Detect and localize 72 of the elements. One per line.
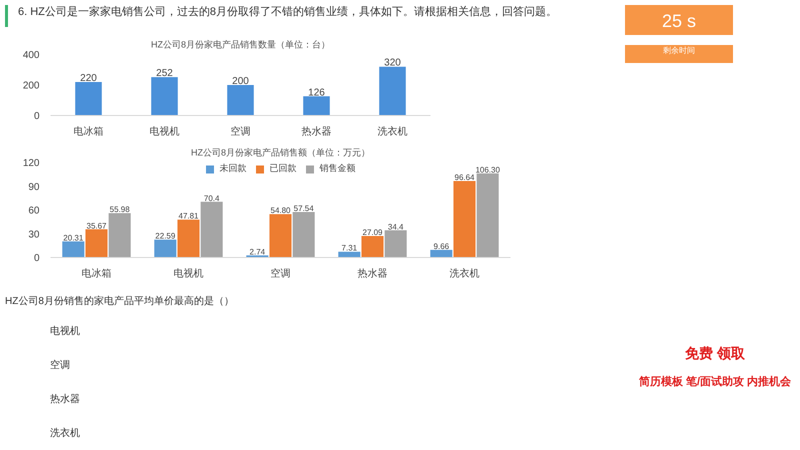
- data-label: 35.67: [86, 221, 108, 230]
- y-tick-label: 200: [22, 80, 40, 92]
- text: HZ公司8月份销售的家电产品平均单价最高的是（）: [5, 295, 234, 309]
- bar: [75, 82, 102, 116]
- bar: [476, 173, 499, 258]
- text: 剩余时间: [663, 45, 695, 56]
- legend-label: 销售金额: [320, 162, 356, 175]
- text: 电视机: [50, 325, 80, 339]
- chart-title: HZ公司8月份家电产品销售额（单位：万元）: [191, 148, 370, 158]
- text: 简历模板 笔/面试助攻 内推机会: [638, 375, 792, 390]
- data-label: 96.64: [454, 172, 476, 182]
- y-tick-label: 30: [28, 229, 40, 240]
- text: 空调: [50, 359, 70, 373]
- data-label: 57.54: [294, 204, 314, 213]
- bar: [384, 230, 407, 258]
- y-tick-label: 0: [34, 111, 40, 122]
- data-label: 200: [232, 76, 250, 87]
- bar: [453, 180, 476, 258]
- text: 热水器: [50, 393, 80, 407]
- y-tick-label: 120: [22, 158, 40, 169]
- x-tick-label: 电视机: [150, 126, 180, 138]
- x-tick-label: 空调: [270, 268, 290, 280]
- bar: [379, 66, 406, 116]
- data-label: 320: [384, 58, 402, 69]
- legend-label: 已回款: [270, 162, 296, 175]
- bar: [269, 214, 292, 258]
- data-label: 27.09: [362, 228, 384, 238]
- x-tick-label: 电视机: [174, 268, 204, 280]
- x-tick-label: 热水器: [358, 268, 388, 280]
- data-label: 2.74: [250, 247, 266, 256]
- data-label: 126: [308, 87, 326, 98]
- bar: [292, 212, 315, 258]
- data-label: 106.30: [475, 165, 500, 174]
- text: 25 s: [662, 10, 696, 33]
- data-label: 47.81: [178, 212, 200, 221]
- bar: [361, 236, 384, 258]
- bar: [108, 213, 131, 258]
- bar: [154, 240, 176, 258]
- data-label: 20.31: [63, 233, 84, 242]
- data-label: 252: [156, 68, 174, 80]
- bar: [430, 250, 452, 258]
- x-tick-label: 电冰箱: [82, 268, 112, 280]
- x-tick-label: 洗衣机: [450, 268, 480, 280]
- bar: [200, 202, 223, 258]
- bar: [177, 220, 200, 258]
- text: 洗衣机: [50, 427, 80, 441]
- data-label: 70.4: [204, 194, 220, 203]
- data-label: 22.59: [155, 232, 176, 241]
- data-label: 54.80: [270, 206, 292, 216]
- bar: [303, 96, 330, 116]
- bar: [338, 252, 360, 258]
- text: 6. HZ公司是一家家电销售公司，过去的8月份取得了不错的销售业绩，具体如下。请根据相关信息，回答问题。: [18, 5, 558, 20]
- bar: [85, 229, 108, 258]
- y-tick-label: 60: [28, 206, 40, 216]
- legend-label: 未回款: [220, 162, 246, 175]
- bar: [227, 85, 254, 116]
- text: 免费 领取: [685, 344, 745, 363]
- data-label: 34.4: [388, 222, 404, 232]
- bar: [151, 77, 178, 116]
- data-label: 220: [80, 72, 98, 84]
- chart-title: HZ公司8月份家电产品销售数量（单位：台）: [151, 40, 330, 50]
- data-label: 55.98: [110, 205, 130, 214]
- data-label: 9.66: [434, 242, 450, 251]
- x-tick-label: 空调: [230, 126, 250, 138]
- x-tick-label: 洗衣机: [378, 126, 408, 138]
- y-tick-label: 400: [22, 50, 40, 61]
- bar: [62, 241, 84, 258]
- x-tick-label: 电冰箱: [74, 126, 104, 138]
- y-tick-label: 90: [28, 182, 40, 193]
- data-label: 7.31: [342, 244, 358, 253]
- y-tick-label: 0: [34, 253, 40, 264]
- x-tick-label: 热水器: [302, 126, 332, 138]
